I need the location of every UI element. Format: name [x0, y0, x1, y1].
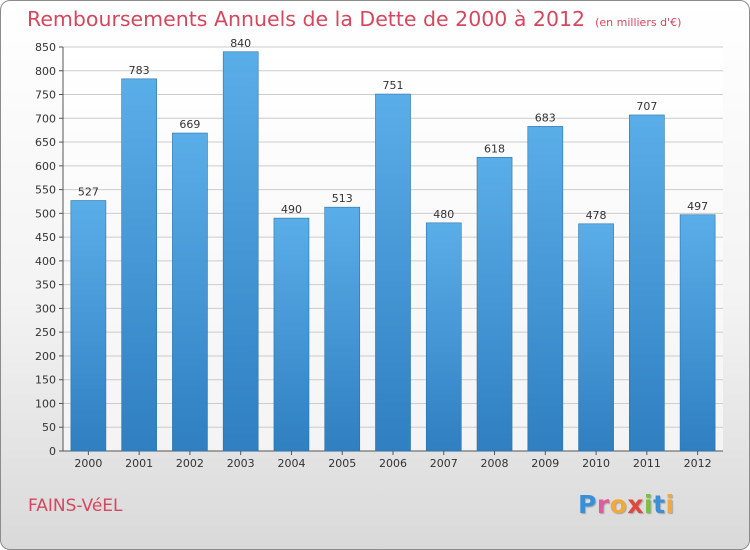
x-tick-label: 2001 [125, 457, 153, 470]
y-tick-label: 300 [35, 302, 56, 315]
logo-letter: t [653, 490, 666, 519]
y-tick-label: 250 [35, 326, 56, 339]
bar-value-label: 618 [484, 142, 505, 155]
bar-value-label: 497 [687, 200, 708, 213]
bar [629, 114, 665, 452]
y-tick-label: 550 [35, 184, 56, 197]
x-tick-label: 2007 [430, 457, 458, 470]
city-name: FAINS-VéEL [28, 496, 123, 516]
proxiti-logo: Proxiti [578, 490, 675, 519]
bar-value-label: 840 [230, 37, 251, 50]
y-tick-label: 800 [35, 65, 56, 78]
x-tick-label: 2000 [74, 457, 102, 470]
y-tick-label: 350 [35, 279, 56, 292]
bar [222, 51, 259, 452]
y-tick-label: 850 [35, 41, 56, 54]
bar [476, 156, 513, 452]
y-tick-label: 50 [42, 421, 56, 434]
plot-area: 0 50 100 150 200 250 300 350 400 450 500 550 600 650 7… [35, 37, 723, 470]
logo-letter: r [596, 490, 610, 519]
y-tick-label: 0 [49, 445, 56, 458]
y-tick-label: 750 [35, 89, 56, 102]
bar [121, 78, 157, 452]
x-tick-label: 2002 [176, 457, 204, 470]
bar [273, 217, 310, 452]
y-tick-label: 700 [35, 112, 56, 125]
x-tick-label: 2003 [227, 457, 255, 470]
title-unit: (en milliers d'€) [595, 16, 682, 29]
x-tick-label: 2006 [379, 457, 407, 470]
y-tick-label: 200 [35, 350, 56, 363]
x-tick-label: 2009 [531, 457, 559, 470]
chart-title: Remboursements Annuels de la Dette de 20… [27, 7, 681, 31]
logo-letter: P [578, 490, 597, 519]
y-tick-label: 600 [35, 160, 56, 173]
bar [679, 214, 716, 452]
bar [172, 132, 208, 452]
bar-value-label: 478 [586, 209, 607, 222]
logo-letter: x [627, 490, 644, 519]
bar [375, 93, 411, 452]
y-tick-label: 500 [35, 207, 56, 220]
bar-value-label: 669 [179, 118, 200, 131]
x-tick-label: 2012 [684, 457, 712, 470]
bar-value-label: 751 [383, 79, 404, 92]
logo-letter: o [609, 490, 628, 519]
logo-letter: i [644, 490, 654, 519]
bar-value-label: 707 [636, 100, 657, 113]
bar-value-label: 490 [281, 203, 302, 216]
bar-value-label: 513 [332, 192, 353, 205]
bar [527, 126, 564, 452]
x-tick-label: 2004 [277, 457, 305, 470]
title-text: Remboursements Annuels de la Dette de 20… [27, 7, 586, 31]
x-tick-label: 2010 [582, 457, 610, 470]
bar-value-label: 783 [129, 64, 150, 77]
y-tick-label: 150 [35, 374, 56, 387]
x-tick-label: 2008 [481, 457, 509, 470]
bar-value-label: 683 [535, 111, 556, 124]
bar [425, 222, 462, 452]
logo-letter: i [665, 490, 675, 519]
y-tick-label: 650 [35, 136, 56, 149]
bar-value-label: 480 [433, 208, 454, 221]
y-tick-label: 400 [35, 255, 56, 268]
bar [70, 200, 107, 452]
x-tick-label: 2011 [633, 457, 661, 470]
y-tick-label: 450 [35, 231, 56, 244]
x-tick-label: 2005 [328, 457, 356, 470]
bar [324, 206, 361, 452]
bar [578, 223, 614, 452]
y-tick-label: 100 [35, 397, 56, 410]
bar-value-label: 527 [78, 186, 99, 199]
